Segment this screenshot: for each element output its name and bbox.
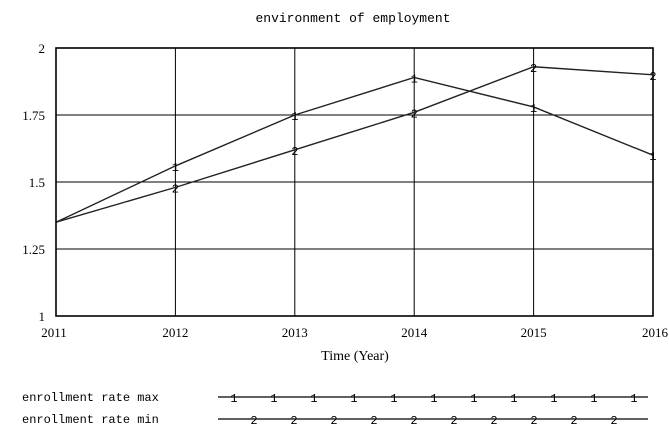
legend-marker: 1 [590,392,597,406]
series-marker-2: 2 [411,107,418,121]
legend-marker: 1 [430,392,437,406]
y-tick-label: 1.75 [22,108,45,123]
legend-marker: 1 [630,392,637,406]
y-tick-label: 2 [39,41,46,56]
y-axis-ticks: 1 1.25 1.5 1.75 2 [22,41,45,324]
legend-marker: 2 [250,414,257,428]
legend-marker: 1 [390,392,397,406]
series-marker-1: 1 [291,110,298,124]
legend-marker: 2 [490,414,497,428]
x-tick-label: 2016 [642,325,669,340]
legend-marker: 2 [410,414,417,428]
series-marker-2: 2 [172,182,179,196]
chart-title: environment of employment [255,11,450,26]
series-line-1 [55,76,654,223]
legend-marker: 2 [450,414,457,428]
legend-marker: 1 [510,392,517,406]
series-marker-1: 1 [411,72,418,86]
legend-marker: 2 [290,414,297,428]
legend-marker: 1 [270,392,277,406]
legend-label: enrollment rate max [22,391,159,405]
series-marker-1: 1 [530,102,537,116]
x-axis-label: Time (Year) [321,349,389,364]
legend-marker: 1 [470,392,477,406]
legend-marker: 2 [570,414,577,428]
legend-marker: 2 [330,414,337,428]
plot-area-frame [55,47,654,317]
legend-marker: 1 [310,392,317,406]
series-marker-1: 1 [172,161,179,175]
x-tick-label: 2015 [521,325,547,340]
legend-marker: 2 [370,414,377,428]
y-tick-label: 1.5 [29,175,45,190]
grid-lines [55,47,654,317]
x-axis-ticks: 2011 2012 2013 2014 2015 2016 [41,325,668,340]
series-line-2 [55,66,654,223]
x-tick-label: 2012 [162,325,188,340]
y-tick-label: 1 [39,309,46,324]
series-marker-2: 2 [530,62,537,76]
legend-marker: 2 [530,414,537,428]
legend-marker: 2 [610,414,617,428]
legend: enrollment rate max 1 1 1 1 1 1 1 1 1 1 1 enrollment… [22,391,648,428]
x-tick-label: 2011 [41,325,67,340]
legend-label: enrollment rate min [22,413,159,427]
y-tick-label: 1.25 [22,242,45,257]
series-marker-2: 2 [291,145,298,159]
x-tick-label: 2014 [401,325,428,340]
legend-marker: 1 [550,392,557,406]
x-tick-label: 2013 [282,325,308,340]
legend-marker: 1 [230,392,237,406]
legend-marker: 1 [350,392,357,406]
